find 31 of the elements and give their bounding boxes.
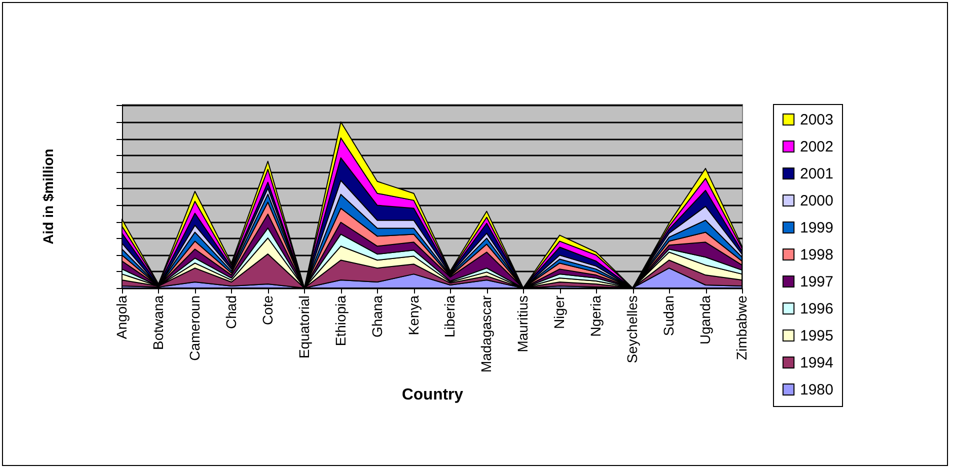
x-tick-label: Sudan: [660, 296, 677, 336]
x-tick-label: Chad: [222, 296, 239, 329]
x-tick-label: Cote: [259, 295, 276, 326]
legend-label: 2001: [800, 166, 834, 182]
x-tick-label: Madagascar: [478, 295, 494, 373]
x-tick-label: Botwana: [150, 295, 166, 350]
legend-label: 1995: [800, 328, 834, 344]
x-tick-label: Cameroun: [186, 296, 202, 361]
x-tick-label: Niger: [551, 295, 568, 329]
x-tick-label: Ethiopia: [332, 295, 348, 346]
y-axis-title: Aid in $million: [40, 148, 56, 244]
legend-label: 1994: [800, 354, 834, 372]
legend-label: 1999: [800, 220, 834, 236]
x-tick-label: Ngeria: [588, 295, 604, 337]
x-tick-label: Equatorial: [296, 296, 312, 359]
x-tick-label: Kenya: [405, 295, 422, 336]
legend-label: 2003: [800, 112, 834, 128]
x-tick-label: Zimbabwe: [734, 295, 750, 360]
legend-label: 1998: [800, 246, 834, 264]
x-tick-label: Angola: [114, 295, 130, 340]
legend-label: 2000: [800, 192, 834, 210]
x-tick-label: Mauritius: [514, 296, 531, 352]
x-tick-label: Ghana: [368, 295, 385, 338]
x-tick-label: Liberia: [442, 295, 458, 338]
x-tick-label: Seychelles: [624, 296, 640, 364]
x-axis-title: Country: [402, 386, 464, 404]
x-tick-label: Uganda: [697, 295, 714, 345]
legend-label: 2002: [800, 138, 834, 156]
legend-label: 1980: [800, 382, 834, 398]
legend-label: 1997: [800, 274, 834, 290]
legend-label: 1996: [800, 300, 834, 318]
